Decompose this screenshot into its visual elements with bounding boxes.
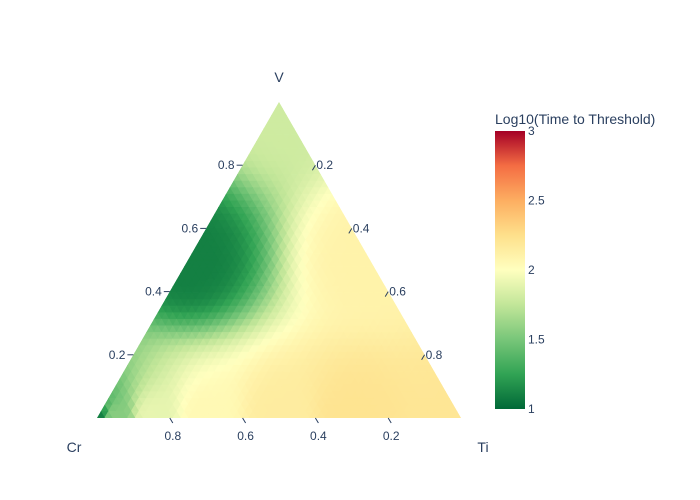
heatmap-cell: [164, 410, 174, 418]
heatmap-cell: [331, 410, 341, 418]
heatmap-cell: [141, 410, 151, 418]
cr-axis-tick-label: 0.8: [164, 429, 181, 443]
heatmap-cell: [369, 410, 379, 418]
heatmap-cell: [126, 410, 136, 418]
heatmap-cell: [134, 410, 144, 418]
heatmap-cell: [187, 410, 197, 418]
heatmap-cell: [293, 410, 303, 418]
cr-axis-tick-mark: [169, 417, 174, 424]
heatmap-cell: [157, 410, 166, 418]
heatmap-cell: [274, 102, 284, 109]
heatmap-cell: [278, 410, 288, 418]
ti-axis-tick-label: 0.4: [353, 221, 370, 235]
heatmap-cell: [308, 410, 318, 418]
ternary-heatmap-field: [97, 102, 461, 418]
heatmap-cell: [316, 410, 326, 418]
heatmap-cell: [286, 410, 295, 418]
heatmap-cell: [217, 410, 227, 418]
v-axis-tick-label: 0.6: [182, 221, 199, 235]
axis-title-cr: Cr: [67, 439, 82, 455]
heatmap-cell: [104, 410, 113, 418]
cr-axis-tick-mark: [242, 417, 247, 424]
heatmap-cell: [240, 410, 250, 418]
heatmap-cell: [323, 410, 333, 418]
colorbar-ticks: 1 1.5 2 2.5 3: [528, 124, 545, 416]
heatmap-cell: [339, 410, 348, 418]
v-axis-tick-label: 0.4: [145, 285, 162, 299]
colorbar: Log10(Time to Threshold) 1 1.5 2 2.5 3: [495, 111, 655, 416]
colorbar-title: Log10(Time to Threshold): [495, 111, 655, 127]
heatmap-cell: [377, 410, 386, 418]
axis-title-ti: Ti: [477, 439, 488, 455]
colorbar-tick-label: 1.5: [528, 333, 545, 347]
cr-axis-tick-label: 0.2: [383, 429, 400, 443]
heatmap-cell: [149, 410, 159, 418]
cr-axis-tick-mark: [387, 417, 392, 424]
ti-axis-tick-mark: [384, 291, 389, 297]
heatmap-cell: [399, 410, 409, 418]
colorbar-tick-label: 3: [528, 124, 535, 138]
cr-axis-tick-mark: [314, 417, 319, 424]
heatmap-cell: [346, 410, 356, 418]
heatmap-cell: [255, 410, 265, 418]
heatmap-cell: [407, 410, 417, 418]
heatmap-cell: [354, 410, 363, 418]
heatmap-cell: [225, 410, 235, 418]
ti-axis-tick-label: 0.6: [389, 285, 406, 299]
colorbar-tick-label: 1: [528, 402, 535, 416]
heatmap-cell: [263, 410, 272, 418]
heatmap-cell: [179, 410, 189, 418]
cr-axis-tick-label: 0.4: [310, 429, 327, 443]
heatmap-cell: [248, 410, 257, 418]
heatmap-cell: [437, 410, 447, 418]
cr-axis-tick-label: 0.6: [237, 429, 254, 443]
heatmap-cell: [445, 410, 454, 418]
axis-title-v: V: [274, 69, 284, 85]
heatmap-cell: [430, 410, 439, 418]
v-axis-tick-label: 0.2: [109, 348, 126, 362]
ti-axis-tick-label: 0.2: [316, 158, 333, 172]
ternary-ticks: 0.2 0.4 0.6 0.8 0.2 0.4 0.6 0.8 0.8 0.6 0.4 0.2: [109, 158, 443, 443]
heatmap-cell: [270, 410, 280, 418]
ti-axis-tick-mark: [311, 164, 316, 171]
heatmap-cell: [361, 410, 371, 418]
v-axis-tick-label: 0.8: [218, 158, 235, 172]
heatmap-cell: [111, 410, 121, 418]
colorbar-tick-label: 2: [528, 263, 535, 277]
heatmap-cell: [232, 410, 242, 418]
ti-axis-tick-mark: [348, 228, 353, 234]
heatmap-cell: [422, 410, 432, 418]
heatmap-cell: [172, 410, 181, 418]
heatmap-cell: [202, 410, 212, 418]
heatmap-cell: [301, 410, 310, 418]
colorbar-bar: [495, 131, 525, 409]
heatmap-cell: [119, 410, 128, 418]
ti-axis-tick-mark: [421, 354, 426, 361]
heatmap-cell: [210, 410, 219, 418]
heatmap-cell: [384, 410, 394, 418]
heatmap-cell: [392, 410, 401, 418]
ti-axis-tick-label: 0.8: [426, 348, 443, 362]
heatmap-cell: [195, 410, 204, 418]
heatmap-cell: [414, 410, 424, 418]
colorbar-tick-label: 2.5: [528, 194, 545, 208]
